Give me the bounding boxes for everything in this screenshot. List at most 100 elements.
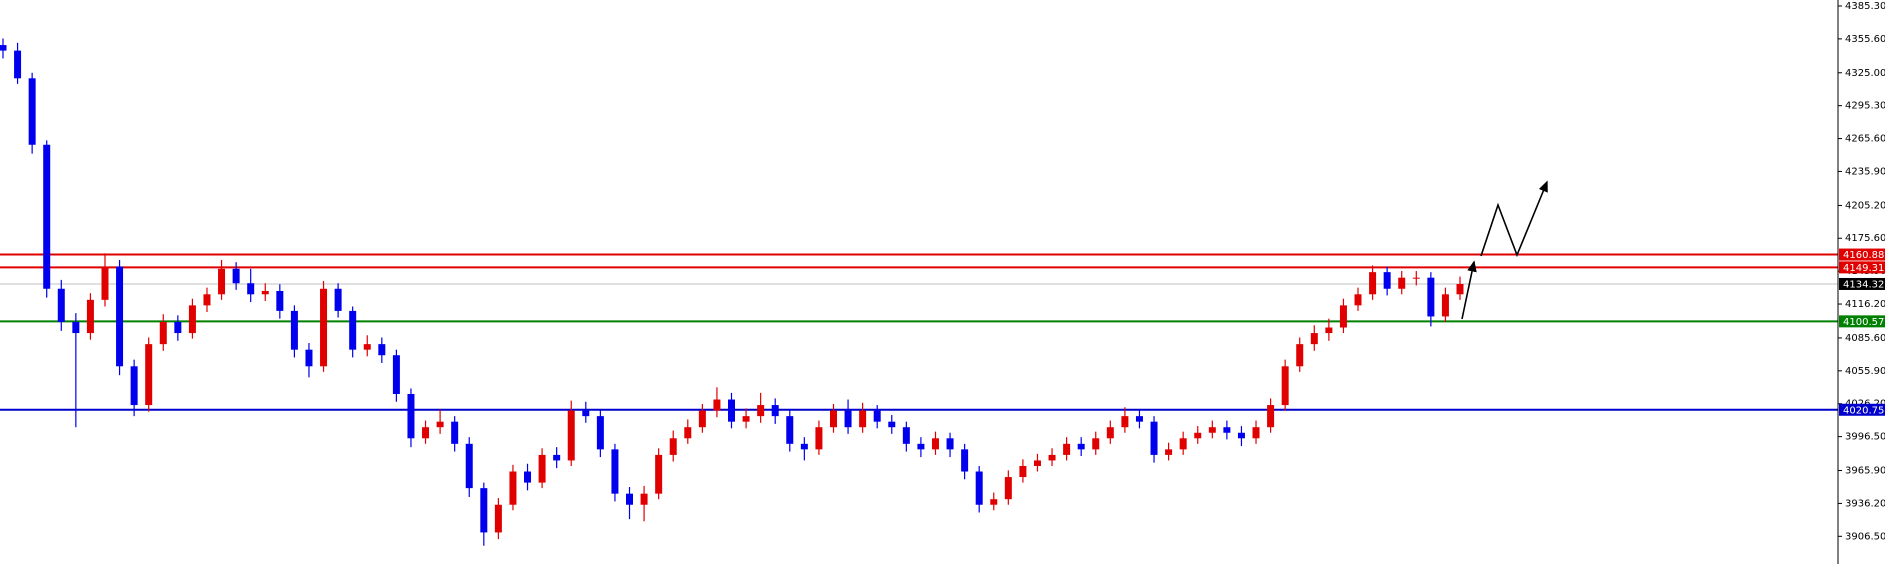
candle-body: [145, 344, 153, 406]
candle-body: [859, 410, 867, 428]
candle-body: [57, 288, 65, 322]
candle-body: [1237, 432, 1245, 439]
candle-body: [1004, 477, 1012, 500]
candle-body: [1150, 421, 1158, 455]
price-label-bg: [1839, 403, 1885, 416]
y-tick-label: 4055.90: [1845, 366, 1885, 377]
y-tick-label: 3965.90: [1845, 466, 1885, 477]
candle-body: [553, 454, 561, 461]
candle-body: [1019, 465, 1027, 478]
candle-body: [567, 410, 575, 461]
candle-body: [713, 399, 721, 411]
y-tick-label: 4385.30: [1845, 1, 1885, 12]
candle-body: [1441, 294, 1449, 317]
candle-body: [596, 416, 604, 450]
candle-body: [669, 438, 677, 455]
candle-body: [188, 305, 196, 334]
candle-body: [757, 405, 765, 417]
candle-body: [247, 283, 255, 295]
candle-body: [888, 421, 896, 428]
candle-body: [1427, 277, 1435, 317]
candle-body: [1310, 333, 1318, 345]
candle-body: [494, 504, 502, 533]
candle-body: [844, 410, 852, 428]
candle-body: [174, 321, 182, 334]
candle-body: [465, 443, 473, 489]
candle-body: [232, 268, 240, 284]
candle-body: [1223, 427, 1231, 433]
candle-body: [946, 438, 954, 450]
candle-body: [1165, 449, 1173, 455]
y-tick-label: 4175.60: [1845, 233, 1885, 244]
candle-body: [363, 344, 371, 350]
candle-body: [276, 290, 284, 311]
candle-body: [582, 410, 590, 417]
candle-body: [436, 421, 444, 428]
annotation-arrows: [1461, 180, 1548, 320]
y-tick-label: 4235.90: [1845, 166, 1885, 177]
candle-body: [392, 355, 400, 394]
candle-body: [1398, 277, 1406, 289]
candle-body: [1383, 272, 1391, 289]
candle-body: [43, 144, 51, 289]
price-label: 4160.88: [1843, 250, 1884, 261]
candle-body: [815, 427, 823, 450]
arrow: [1480, 180, 1548, 258]
price-label: 4134.32: [1843, 279, 1884, 290]
candle-body: [1106, 427, 1114, 439]
candle-body: [961, 449, 969, 472]
candle-body: [1325, 327, 1333, 334]
candle-body: [728, 399, 735, 422]
price-label-bg: [1839, 261, 1885, 274]
candle-body: [626, 493, 634, 505]
candle-body: [990, 499, 998, 505]
candle-body: [1033, 460, 1041, 466]
y-tick-label: 4325.00: [1845, 68, 1885, 79]
candle-body: [975, 471, 983, 505]
price-label: 4020.75: [1843, 405, 1884, 416]
price-label-bg: [1839, 248, 1885, 261]
y-tick-label: 3906.50: [1845, 531, 1885, 542]
candle-body: [640, 493, 648, 505]
candle-body: [800, 443, 808, 450]
candle-body: [1339, 305, 1347, 328]
price-label: 4100.57: [1843, 317, 1884, 328]
plot-area: [0, 38, 1838, 546]
candle-body: [742, 416, 750, 422]
candle-body: [1179, 438, 1187, 450]
candle-body: [1063, 443, 1071, 455]
candle-body: [509, 471, 517, 505]
candle-body: [203, 294, 211, 306]
candle-body: [86, 299, 94, 334]
candle-body: [917, 443, 925, 450]
candle-body: [902, 427, 910, 444]
candle-body: [524, 471, 532, 483]
candle-body: [334, 288, 342, 311]
candle-body: [873, 410, 881, 422]
y-tick-label: 4295.30: [1845, 101, 1885, 112]
candle-body: [786, 416, 794, 444]
candle-body: [349, 310, 357, 350]
candle-body: [28, 78, 36, 145]
candle-body: [1121, 416, 1129, 428]
candle-body: [1077, 443, 1085, 450]
candle-body: [1369, 272, 1377, 295]
candle-body: [1194, 432, 1202, 439]
candle-body: [931, 438, 939, 450]
candle-body: [407, 393, 415, 439]
price-label: 4149.31: [1843, 263, 1884, 274]
axis-labels: 4385.30 4355.60 4325.00 4295.30 4265.60 4235.…: [1838, 1, 1885, 542]
candle-body: [1281, 366, 1289, 406]
candle-body: [72, 321, 80, 334]
candle-body: [1135, 416, 1143, 422]
y-tick-label: 4205.20: [1845, 200, 1885, 211]
y-tick-label: 4355.60: [1845, 34, 1885, 45]
y-tick-label: 3996.50: [1845, 432, 1885, 443]
candle-body: [0, 45, 7, 51]
candle-body: [480, 488, 488, 533]
candle-body: [378, 344, 386, 356]
candle-body: [611, 449, 619, 494]
candle-body: [320, 288, 328, 367]
y-tick-label: 4116.20: [1845, 299, 1885, 310]
candle-body: [130, 366, 138, 406]
